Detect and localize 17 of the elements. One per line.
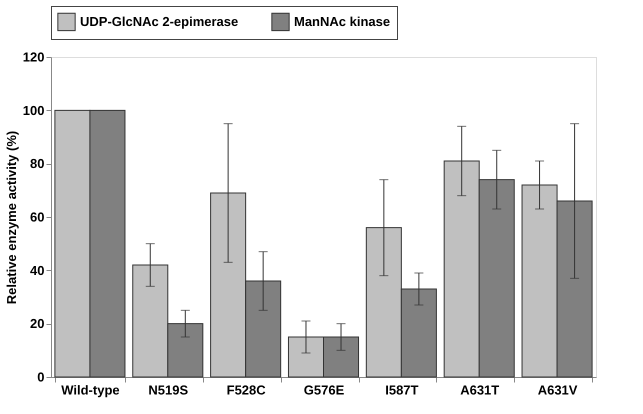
y-tick-label: 20 [30,316,44,332]
x-tick-label: F528C [226,382,266,398]
legend-label: UDP-GlcNAc 2-epimerase [80,14,238,29]
legend-label: ManNAc kinase [294,14,390,29]
x-tick-label: A631T [460,382,500,398]
x-tick-label: N519S [148,382,188,398]
y-tick-label: 100 [22,102,44,118]
x-tick-label: G576E [304,382,345,398]
y-tick-label: 0 [37,370,44,384]
x-tick-label: Wild-type [61,382,120,398]
y-axis-title: Relative enzyme activity (%) [4,130,19,304]
y-tick-label: 80 [30,156,44,172]
y-tick-label: 120 [22,50,44,64]
y-tick-label: 40 [30,262,44,278]
y-tick-label: 60 [30,210,44,224]
x-tick-label: A631V [538,382,578,398]
x-tick-label: I587T [385,382,419,398]
